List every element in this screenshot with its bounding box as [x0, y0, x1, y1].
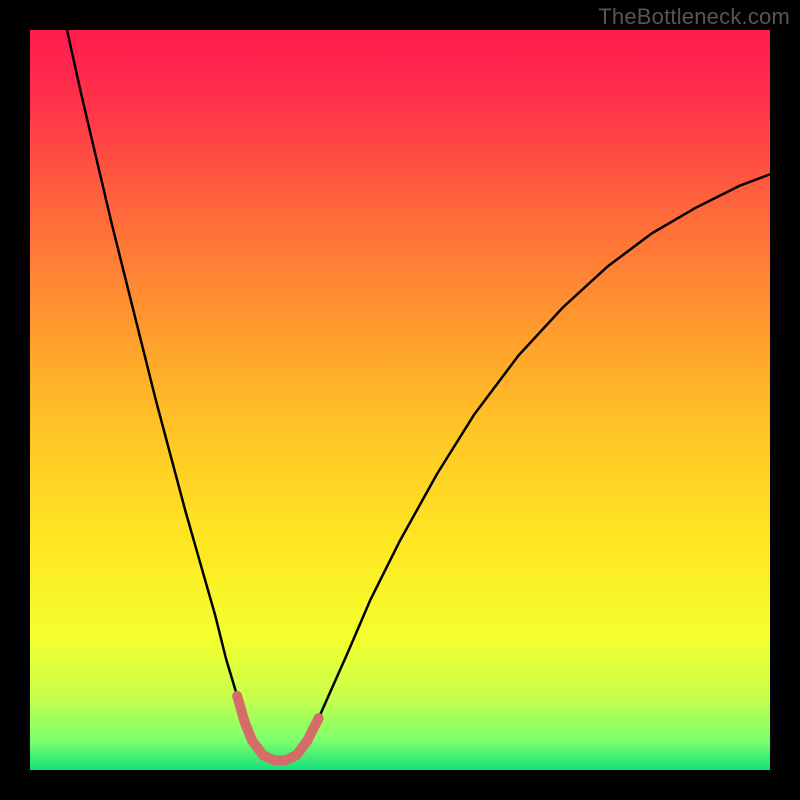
bottleneck-chart [0, 0, 800, 800]
highlight-dot [232, 691, 242, 701]
highlight-dot [314, 713, 324, 723]
watermark-text: TheBottleneck.com [598, 4, 790, 30]
chart-page: TheBottleneck.com [0, 0, 800, 800]
highlight-dot [240, 717, 250, 727]
highlight-dot [303, 735, 313, 745]
highlight-dot [258, 750, 268, 760]
highlight-dot [247, 735, 257, 745]
highlight-dot [291, 750, 301, 760]
highlight-dot [269, 755, 279, 765]
plot-background-gradient [30, 30, 770, 770]
highlight-dot [280, 755, 290, 765]
